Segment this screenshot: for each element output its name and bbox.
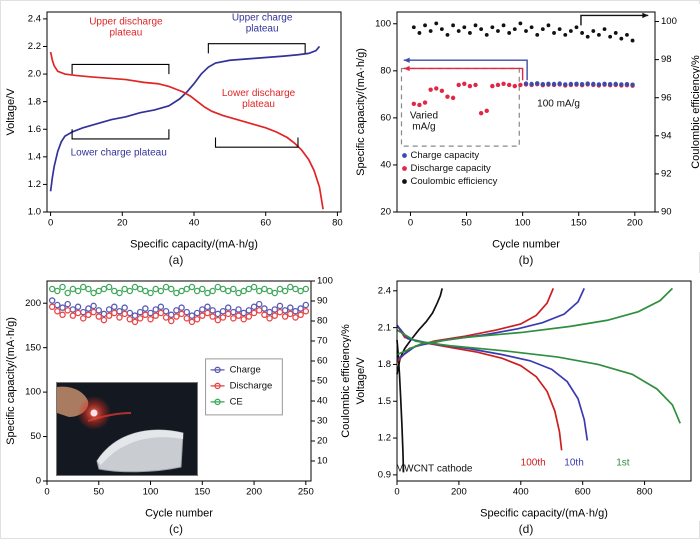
panel-b: (b) [351, 1, 700, 270]
chart-b-canvas [351, 4, 700, 252]
sheet-highlight [97, 430, 183, 465]
panel-a: (a) [1, 1, 351, 270]
flexible-battery-photo-image [57, 383, 197, 475]
chart-a-canvas [1, 4, 351, 252]
panel-d: (d) [351, 270, 700, 540]
led-core [90, 409, 98, 417]
panel-b-caption: (b) [518, 253, 534, 267]
panel-a-caption: (a) [168, 253, 184, 267]
panel-d-caption: (d) [518, 522, 534, 536]
flexible-battery-photo [56, 382, 198, 476]
panel-c: (c) [1, 270, 351, 540]
chart-d-canvas [351, 273, 700, 521]
panel-c-caption: (c) [169, 522, 183, 536]
